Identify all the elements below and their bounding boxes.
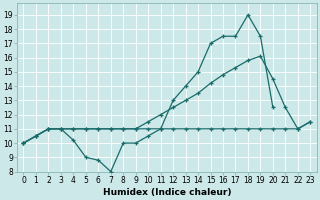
X-axis label: Humidex (Indice chaleur): Humidex (Indice chaleur) xyxy=(103,188,231,197)
